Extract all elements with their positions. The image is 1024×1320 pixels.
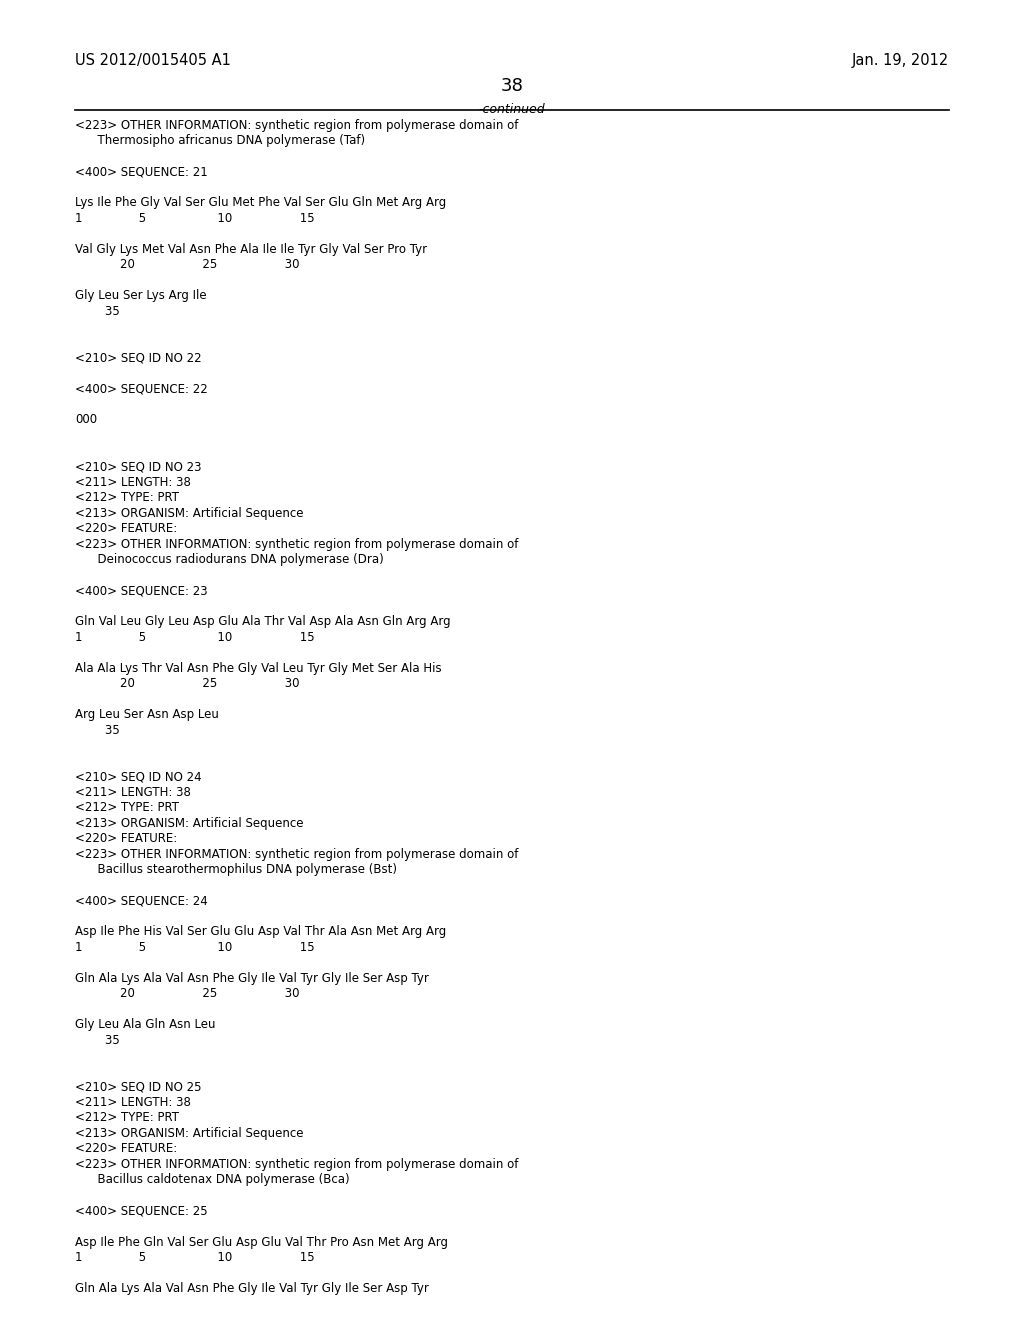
Text: <400> SEQUENCE: 23: <400> SEQUENCE: 23 [75, 583, 208, 597]
Text: <211> LENGTH: 38: <211> LENGTH: 38 [75, 785, 190, 799]
Text: 1               5                   10                  15: 1 5 10 15 [75, 941, 314, 954]
Text: Bacillus caldotenax DNA polymerase (Bca): Bacillus caldotenax DNA polymerase (Bca) [75, 1173, 349, 1187]
Text: <223> OTHER INFORMATION: synthetic region from polymerase domain of: <223> OTHER INFORMATION: synthetic regio… [75, 537, 518, 550]
Text: Jan. 19, 2012: Jan. 19, 2012 [852, 53, 949, 67]
Text: Arg Leu Ser Asn Asp Leu: Arg Leu Ser Asn Asp Leu [75, 708, 219, 721]
Text: <210> SEQ ID NO 23: <210> SEQ ID NO 23 [75, 461, 202, 473]
Text: <220> FEATURE:: <220> FEATURE: [75, 521, 177, 535]
Text: <212> TYPE: PRT: <212> TYPE: PRT [75, 1111, 179, 1125]
Text: Asp Ile Phe Gln Val Ser Glu Asp Glu Val Thr Pro Asn Met Arg Arg: Asp Ile Phe Gln Val Ser Glu Asp Glu Val … [75, 1236, 447, 1249]
Text: 20                  25                  30: 20 25 30 [75, 987, 299, 1001]
Text: Gln Ala Lys Ala Val Asn Phe Gly Ile Val Tyr Gly Ile Ser Asp Tyr: Gln Ala Lys Ala Val Asn Phe Gly Ile Val … [75, 1282, 429, 1295]
Text: 20                  25                  30: 20 25 30 [75, 677, 299, 690]
Text: -continued: -continued [478, 103, 546, 116]
Text: <211> LENGTH: 38: <211> LENGTH: 38 [75, 1096, 190, 1109]
Text: Val Gly Lys Met Val Asn Phe Ala Ile Ile Tyr Gly Val Ser Pro Tyr: Val Gly Lys Met Val Asn Phe Ala Ile Ile … [75, 243, 427, 256]
Text: Gln Val Leu Gly Leu Asp Glu Ala Thr Val Asp Ala Asn Gln Arg Arg: Gln Val Leu Gly Leu Asp Glu Ala Thr Val … [75, 615, 451, 628]
Text: <210> SEQ ID NO 24: <210> SEQ ID NO 24 [75, 770, 202, 783]
Text: Lys Ile Phe Gly Val Ser Glu Met Phe Val Ser Glu Gln Met Arg Arg: Lys Ile Phe Gly Val Ser Glu Met Phe Val … [75, 197, 446, 210]
Text: Gln Ala Lys Ala Val Asn Phe Gly Ile Val Tyr Gly Ile Ser Asp Tyr: Gln Ala Lys Ala Val Asn Phe Gly Ile Val … [75, 972, 429, 985]
Text: 1               5                   10                  15: 1 5 10 15 [75, 1251, 314, 1265]
Text: <223> OTHER INFORMATION: synthetic region from polymerase domain of: <223> OTHER INFORMATION: synthetic regio… [75, 1158, 518, 1171]
Text: <223> OTHER INFORMATION: synthetic region from polymerase domain of: <223> OTHER INFORMATION: synthetic regio… [75, 119, 518, 132]
Text: <400> SEQUENCE: 25: <400> SEQUENCE: 25 [75, 1204, 208, 1217]
Text: <220> FEATURE:: <220> FEATURE: [75, 1142, 177, 1155]
Text: <213> ORGANISM: Artificial Sequence: <213> ORGANISM: Artificial Sequence [75, 507, 303, 520]
Text: <400> SEQUENCE: 21: <400> SEQUENCE: 21 [75, 165, 208, 178]
Text: <210> SEQ ID NO 22: <210> SEQ ID NO 22 [75, 351, 202, 364]
Text: <213> ORGANISM: Artificial Sequence: <213> ORGANISM: Artificial Sequence [75, 817, 303, 830]
Text: <213> ORGANISM: Artificial Sequence: <213> ORGANISM: Artificial Sequence [75, 1127, 303, 1140]
Text: <210> SEQ ID NO 25: <210> SEQ ID NO 25 [75, 1080, 202, 1093]
Text: 000: 000 [75, 413, 97, 426]
Text: <220> FEATURE:: <220> FEATURE: [75, 832, 177, 845]
Text: Thermosipho africanus DNA polymerase (Taf): Thermosipho africanus DNA polymerase (Ta… [75, 135, 365, 148]
Text: 1               5                   10                  15: 1 5 10 15 [75, 211, 314, 224]
Text: Gly Leu Ser Lys Arg Ile: Gly Leu Ser Lys Arg Ile [75, 289, 207, 302]
Text: <400> SEQUENCE: 24: <400> SEQUENCE: 24 [75, 895, 208, 907]
Text: Bacillus stearothermophilus DNA polymerase (Bst): Bacillus stearothermophilus DNA polymera… [75, 863, 396, 876]
Text: 1               5                   10                  15: 1 5 10 15 [75, 631, 314, 644]
Text: <212> TYPE: PRT: <212> TYPE: PRT [75, 801, 179, 814]
Text: Asp Ile Phe His Val Ser Glu Glu Asp Val Thr Ala Asn Met Arg Arg: Asp Ile Phe His Val Ser Glu Glu Asp Val … [75, 925, 446, 939]
Text: <223> OTHER INFORMATION: synthetic region from polymerase domain of: <223> OTHER INFORMATION: synthetic regio… [75, 847, 518, 861]
Text: 38: 38 [501, 77, 523, 95]
Text: <211> LENGTH: 38: <211> LENGTH: 38 [75, 475, 190, 488]
Text: Ala Ala Lys Thr Val Asn Phe Gly Val Leu Tyr Gly Met Ser Ala His: Ala Ala Lys Thr Val Asn Phe Gly Val Leu … [75, 661, 441, 675]
Text: 20                  25                  30: 20 25 30 [75, 259, 299, 272]
Text: 35: 35 [75, 1034, 120, 1047]
Text: <212> TYPE: PRT: <212> TYPE: PRT [75, 491, 179, 504]
Text: 35: 35 [75, 723, 120, 737]
Text: 35: 35 [75, 305, 120, 318]
Text: Gly Leu Ala Gln Asn Leu: Gly Leu Ala Gln Asn Leu [75, 1019, 215, 1031]
Text: US 2012/0015405 A1: US 2012/0015405 A1 [75, 53, 230, 67]
Text: <400> SEQUENCE: 22: <400> SEQUENCE: 22 [75, 383, 208, 396]
Text: Deinococcus radiodurans DNA polymerase (Dra): Deinococcus radiodurans DNA polymerase (… [75, 553, 384, 566]
